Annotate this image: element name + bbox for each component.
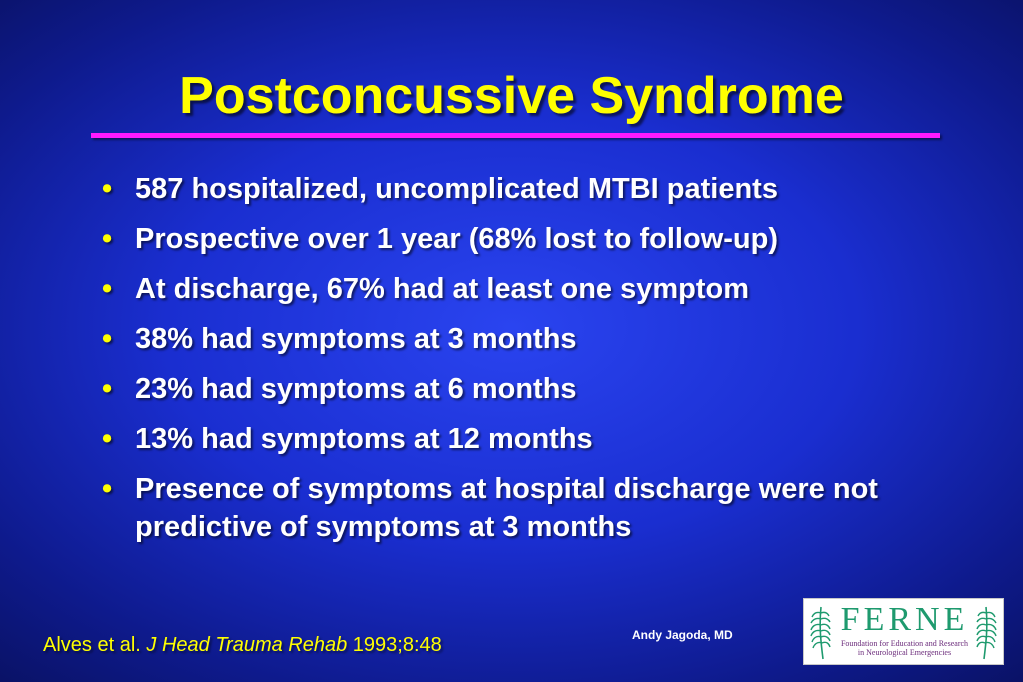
bullet-text: At discharge, 67% had at least one sympt… — [135, 273, 750, 305]
bullet-item: • 13% had symptoms at 12 months — [102, 420, 992, 458]
bullet-item: • Presence of symptoms at hospital discha… — [102, 470, 992, 546]
logo-tagline-line-2: in Neurological Emergencies — [857, 648, 952, 657]
bullet-text: Presence of symptoms at hospital dischar… — [135, 473, 878, 543]
bullet-text: 587 hospitalized, uncomplicated MTBI pat… — [135, 173, 778, 205]
title-underline — [91, 133, 940, 138]
logo-tagline-line-1: Foundation for Education and Research — [840, 639, 969, 648]
citation-journal: J Head Trauma Rehab — [146, 634, 348, 656]
bullet-text: 13% had symptoms at 12 months — [135, 423, 593, 455]
bullet-list: • 587 hospitalized, uncomplicated MTBI pa… — [102, 170, 992, 558]
slide-title: Postconcussive Syndrome — [179, 67, 844, 125]
bullet-icon: • — [102, 273, 113, 305]
bullet-icon: • — [102, 423, 113, 455]
ferne-logo: FERNE Foundation for Education and Resea… — [803, 598, 1004, 665]
logo-tagline: Foundation for Education and Research in… — [834, 639, 975, 657]
bullet-item: • At discharge, 67% had at least one symp… — [102, 270, 992, 308]
bullet-icon: • — [102, 323, 113, 355]
bullet-item: • 38% had symptoms at 3 months — [102, 320, 992, 358]
author-name: Andy Jagoda, MD — [632, 628, 733, 642]
fern-leaf-icon — [810, 606, 831, 660]
bullet-item: • Prospective over 1 year (68% lost to fo… — [102, 220, 992, 258]
fern-leaf-icon — [976, 606, 997, 660]
bullet-item: • 23% had symptoms at 6 months — [102, 370, 992, 408]
citation: Alves et al. J Head Trauma Rehab 1993;8:… — [43, 632, 442, 658]
bullet-icon: • — [102, 173, 113, 205]
bullet-text: 38% had symptoms at 3 months — [135, 323, 577, 355]
bullet-icon: • — [102, 223, 113, 255]
bullet-text: Prospective over 1 year (68% lost to fol… — [135, 223, 778, 255]
bullet-text: 23% had symptoms at 6 months — [135, 373, 577, 405]
logo-wordmark: FERNE — [840, 601, 969, 638]
bullet-item: • 587 hospitalized, uncomplicated MTBI pa… — [102, 170, 992, 208]
bullet-icon: • — [102, 473, 113, 505]
bullet-icon: • — [102, 373, 113, 405]
citation-ref: 1993;8:48 — [347, 634, 442, 656]
citation-authors: Alves et al. — [43, 634, 147, 656]
